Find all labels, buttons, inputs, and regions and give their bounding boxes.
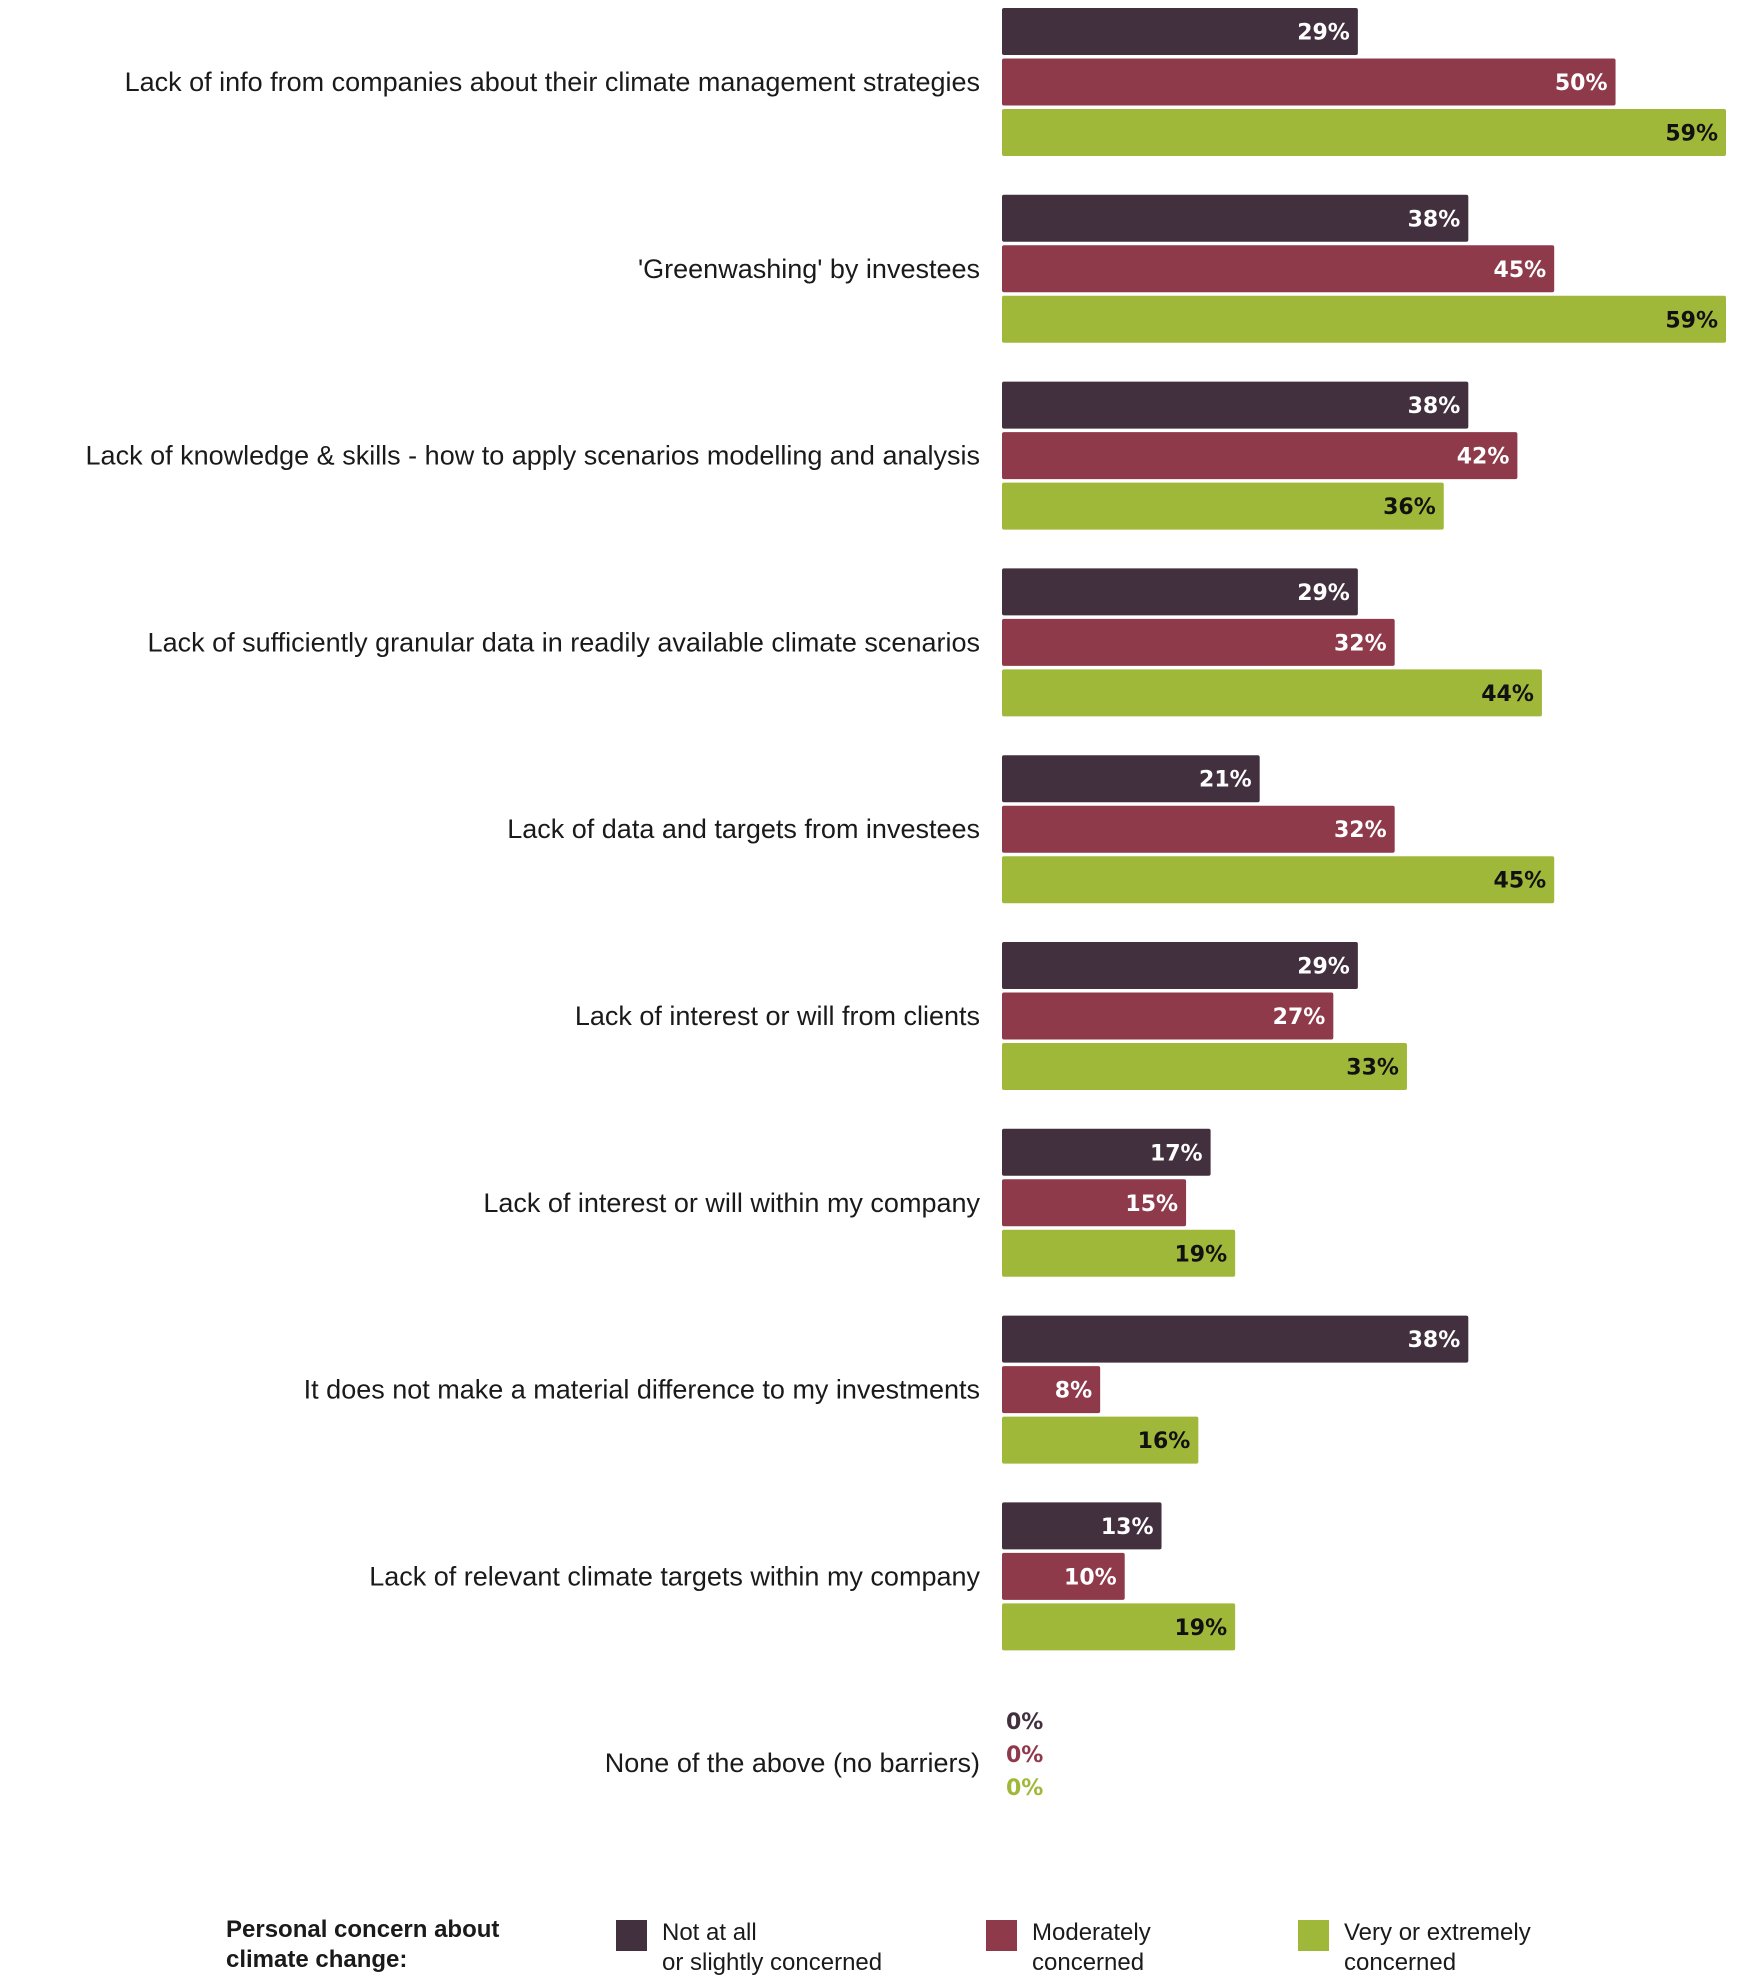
value-label: 38% — [1408, 394, 1461, 419]
legend-label: or slightly concerned — [662, 1949, 882, 1976]
category-label: Lack of relevant climate targets within … — [369, 1561, 980, 1591]
bars — [1002, 8, 1726, 1651]
legend-label: Moderately — [1032, 1919, 1151, 1946]
bar — [1002, 1603, 1236, 1651]
value-label: 32% — [1334, 818, 1387, 843]
value-label: 38% — [1408, 1328, 1461, 1353]
value-label: 42% — [1457, 445, 1510, 470]
value-label: 0% — [1006, 1710, 1043, 1735]
value-label: 45% — [1494, 869, 1547, 894]
bar — [1002, 295, 1726, 343]
bar — [1002, 1552, 1125, 1600]
bar — [1002, 1128, 1211, 1176]
category-label: Lack of interest or will from clients — [575, 1001, 980, 1031]
legend-label: Very or extremely — [1344, 1919, 1531, 1946]
value-label: 33% — [1346, 1056, 1399, 1081]
bar — [1002, 942, 1358, 989]
bar — [1002, 856, 1555, 904]
category-label: Lack of sufficiently granular data in re… — [148, 627, 980, 657]
legend-swatch — [616, 1920, 647, 1951]
bar — [1002, 1366, 1101, 1414]
bar — [1002, 381, 1469, 429]
category-label: Lack of knowledge & skills - how to appl… — [86, 441, 980, 471]
value-label: 15% — [1125, 1192, 1178, 1217]
value-label: 29% — [1297, 21, 1350, 46]
bar — [1002, 1416, 1199, 1464]
bar — [1002, 568, 1358, 616]
category-label: 'Greenwashing' by investees — [638, 254, 980, 284]
value-label: 29% — [1297, 581, 1350, 606]
value-label: 44% — [1481, 682, 1534, 707]
category-label: It does not make a material difference t… — [304, 1375, 980, 1405]
bar — [1002, 669, 1542, 717]
category-label: Lack of data and targets from investees — [507, 814, 980, 844]
bar — [1002, 618, 1395, 666]
value-label: 27% — [1273, 1005, 1326, 1030]
value-label: 59% — [1665, 122, 1718, 147]
value-label: 19% — [1174, 1242, 1227, 1267]
legend-title-line-2: climate change: — [226, 1946, 407, 1973]
value-label: 50% — [1555, 71, 1608, 96]
legend-swatch — [1298, 1920, 1329, 1951]
value-label: 38% — [1408, 207, 1461, 232]
bar — [1002, 194, 1469, 242]
bar — [1002, 58, 1616, 106]
bar — [1002, 992, 1334, 1040]
bar — [1002, 1315, 1469, 1363]
value-label: 59% — [1665, 308, 1718, 333]
value-label: 13% — [1101, 1515, 1154, 1540]
legend-label: concerned — [1032, 1949, 1144, 1976]
legend-label: concerned — [1344, 1949, 1456, 1976]
bar — [1002, 1229, 1236, 1277]
value-label: 17% — [1150, 1141, 1203, 1166]
category-label: None of the above (no barriers) — [605, 1748, 980, 1778]
bar — [1002, 1043, 1407, 1090]
value-label: 36% — [1383, 495, 1436, 520]
value-label: 16% — [1138, 1429, 1191, 1454]
bar — [1002, 432, 1518, 480]
legend-items: Not at all or slightly concerned Moderatel… — [616, 1919, 1531, 1976]
category-labels: Lack of info from companies about their … — [86, 67, 981, 1778]
legend: Personal concern about climate change: N… — [226, 1916, 1531, 1976]
value-labels: 29% 50% 59% 38% 45% 59% 38% 42% 36% 29% 32% 44% 21% 3… — [1006, 21, 1718, 1802]
value-label: 0% — [1006, 1743, 1043, 1768]
legend-swatch — [986, 1920, 1017, 1951]
value-label: 8% — [1055, 1379, 1092, 1404]
value-label: 0% — [1006, 1776, 1043, 1801]
value-label: 45% — [1494, 258, 1547, 283]
bar — [1002, 755, 1260, 803]
bar — [1002, 805, 1395, 853]
value-label: 21% — [1199, 768, 1252, 793]
category-label: Lack of info from companies about their … — [125, 67, 980, 97]
bar — [1002, 109, 1726, 156]
legend-label: Not at all — [662, 1919, 757, 1946]
value-label: 19% — [1174, 1616, 1227, 1641]
value-label: 32% — [1334, 631, 1387, 656]
bar — [1002, 1502, 1162, 1550]
value-label: 10% — [1064, 1565, 1117, 1590]
bar — [1002, 482, 1444, 530]
legend-title-line-1: Personal concern about — [226, 1916, 499, 1943]
bar — [1002, 8, 1358, 55]
category-label: Lack of interest or will within my compa… — [483, 1188, 980, 1218]
bar — [1002, 245, 1555, 293]
value-label: 29% — [1297, 955, 1350, 980]
bar — [1002, 1179, 1187, 1227]
